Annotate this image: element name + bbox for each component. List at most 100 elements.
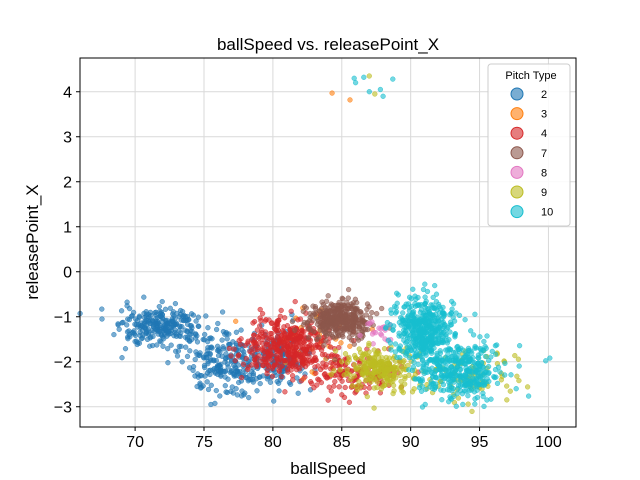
point [418,302,424,308]
point [370,341,376,347]
point [429,365,435,371]
point [272,361,278,367]
y-axis-label: releasePoint_X [23,184,42,299]
point [150,321,157,327]
point [238,327,244,333]
legend-label: 8 [541,167,547,179]
point [386,361,393,367]
y-tick-label: 1 [63,219,72,236]
y-tick-label: 0 [63,264,72,281]
point [346,371,353,378]
legend-item: 8 [510,165,547,179]
point [450,385,456,392]
point [292,298,298,305]
point [465,367,472,374]
point [512,352,518,359]
point [344,319,350,326]
point [180,317,187,324]
point [257,315,263,321]
point [370,370,376,376]
point [394,300,400,306]
point [289,373,296,379]
point [472,311,478,317]
point [159,298,165,305]
point [317,366,324,373]
point [469,408,475,415]
point [368,361,374,368]
x-axis-label: ballSpeed [290,459,366,478]
point [481,378,487,385]
point [234,392,241,398]
point [388,379,394,385]
point [484,333,490,339]
point [209,345,215,351]
point [245,366,251,373]
point [185,317,191,323]
point [182,334,189,340]
point [354,387,361,393]
point [153,312,159,318]
point [322,315,328,321]
series-7 [289,286,393,363]
point [464,382,470,388]
point [316,377,322,383]
point [222,368,228,375]
point [204,379,210,385]
point [417,320,423,327]
point [246,372,253,379]
y-tick-label: 4 [63,84,72,101]
point [402,381,408,387]
point [425,343,431,349]
point [124,322,130,328]
point [455,360,462,367]
y-tick-label: 2 [63,174,72,191]
point [423,298,429,304]
point [415,314,421,320]
point [225,364,231,370]
point [249,350,255,356]
point [332,356,338,363]
point [432,282,438,289]
point [336,384,342,390]
point [430,357,436,363]
point [254,346,261,353]
point [349,320,355,326]
point [419,378,426,384]
point [430,294,436,301]
point [366,304,372,310]
point [211,358,217,364]
point [440,357,446,364]
point [212,370,219,376]
point [284,344,290,350]
point [338,340,344,346]
point [463,388,469,394]
point [207,351,213,358]
point [249,344,255,350]
point [184,353,191,360]
point [369,309,375,316]
point [277,313,283,319]
point [465,345,472,352]
point [250,320,256,326]
point [347,303,353,310]
point [357,309,363,315]
point [124,299,130,305]
point [366,342,372,349]
point [443,333,449,339]
point [393,367,399,373]
point [254,327,261,333]
point [299,357,306,363]
point [364,393,370,400]
point [422,319,428,325]
point [285,353,292,359]
point [429,305,435,311]
point [398,385,404,391]
y-tick-label: 3 [63,129,72,146]
point [391,372,398,379]
point [422,281,428,287]
legend-label: 9 [541,187,547,199]
point [130,309,137,316]
point [152,326,158,332]
point [383,324,389,330]
point [302,374,308,380]
